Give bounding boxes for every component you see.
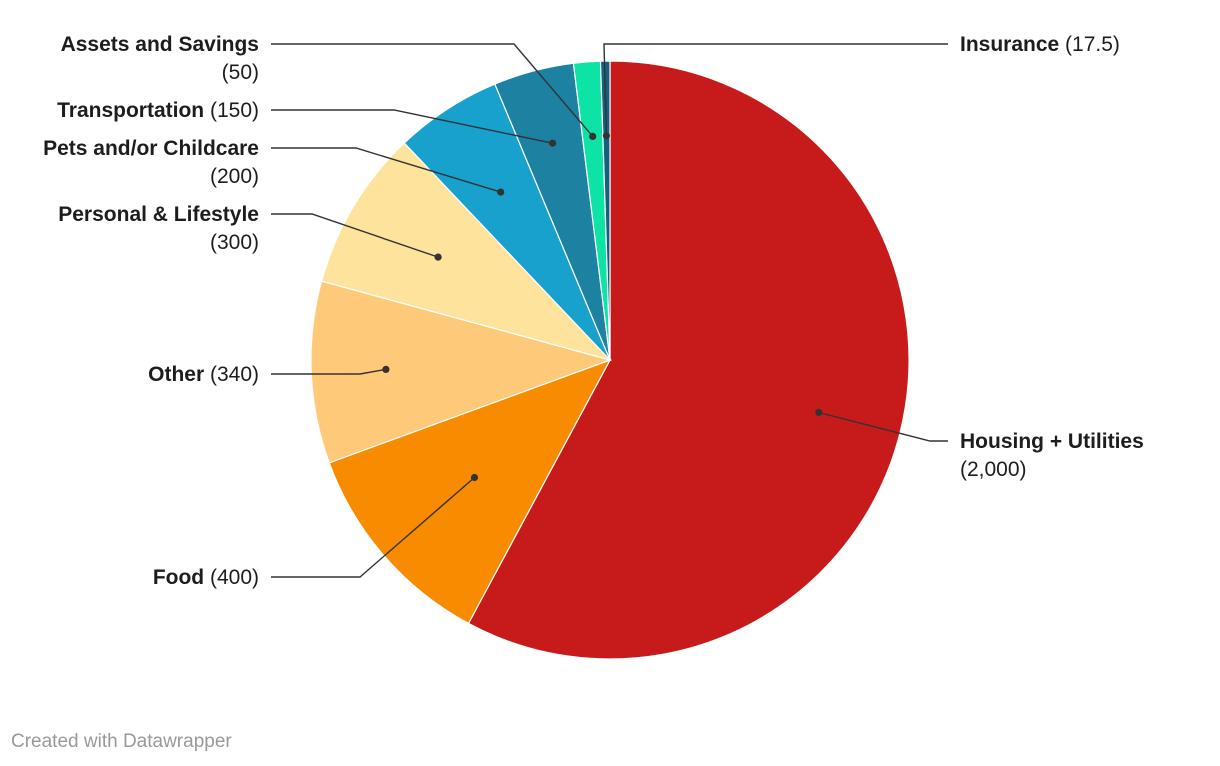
leader-line-housing-utilities bbox=[818, 411, 948, 442]
leader-dot-assets-and-savings bbox=[589, 132, 597, 140]
slice-name-assets-and-savings: Assets and Savings bbox=[61, 33, 259, 56]
leader-line-personal-lifestyle bbox=[271, 213, 439, 258]
slice-value-pets-and-or-childcare: (200) bbox=[210, 165, 259, 188]
leader-dot-transportation bbox=[549, 139, 557, 147]
slice-label-food: Food (400) bbox=[153, 566, 259, 589]
credit-footer: Created with Datawrapper bbox=[11, 731, 232, 752]
slice-name-personal-lifestyle: Personal & Lifestyle bbox=[58, 203, 259, 226]
slice-value: (340) bbox=[204, 363, 259, 386]
leader-line-insurance bbox=[603, 43, 948, 136]
pie-slice-other bbox=[310, 280, 612, 464]
slice-value: (400) bbox=[204, 566, 259, 589]
leader-dot-housing-utilities bbox=[815, 408, 823, 417]
leader-dot-personal-lifestyle bbox=[434, 253, 442, 261]
slice-value-housing-utilities: (2,000) bbox=[960, 458, 1027, 481]
slice-labels: Housing + Utilities (2,000) Food (400) Othe… bbox=[43, 33, 1144, 589]
pie-slices bbox=[310, 60, 910, 660]
leader-dot-insurance bbox=[602, 132, 611, 140]
slice-label-transportation: Transportation (150) bbox=[57, 99, 259, 122]
slice-name: Other bbox=[148, 363, 204, 386]
leader-line-food bbox=[271, 476, 475, 578]
slice-name-pets-and-or-childcare: Pets and/or Childcare bbox=[43, 137, 259, 160]
slice-value-personal-lifestyle: (300) bbox=[210, 231, 259, 254]
slice-value: (150) bbox=[204, 99, 259, 122]
label-leaders bbox=[271, 43, 948, 578]
slice-name: Food bbox=[153, 566, 204, 589]
slice-label-insurance: Insurance (17.5) bbox=[960, 33, 1120, 56]
slice-name: Transportation bbox=[57, 99, 204, 122]
slice-name: Insurance bbox=[960, 33, 1059, 56]
leader-dot-food bbox=[470, 473, 479, 482]
leader-line-transportation bbox=[271, 109, 553, 144]
leader-dot-pets-and-or-childcare bbox=[497, 188, 505, 196]
pie-slice-personal-lifestyle bbox=[320, 142, 612, 362]
slice-value-assets-and-savings: (50) bbox=[222, 61, 259, 84]
leader-line-assets-and-savings bbox=[271, 43, 594, 137]
slice-name-housing-utilities: Housing + Utilities bbox=[960, 430, 1144, 453]
slice-label-other: Other (340) bbox=[148, 363, 259, 386]
slice-value: (17.5) bbox=[1059, 33, 1120, 56]
leader-line-other bbox=[271, 368, 387, 375]
leader-line-pets-and-or-childcare bbox=[271, 147, 501, 193]
leader-dot-other bbox=[382, 365, 390, 373]
